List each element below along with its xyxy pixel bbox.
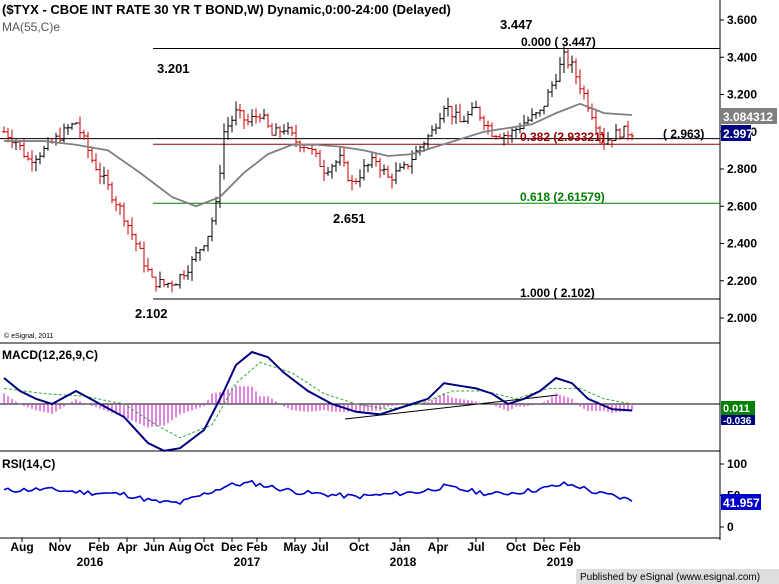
time-axis-month: Feb — [246, 540, 267, 554]
ma-value-box — [721, 108, 777, 124]
high-label: 3.447 — [500, 17, 533, 32]
time-axis-month: Nov — [49, 540, 72, 554]
time-axis-month: Apr — [428, 540, 449, 554]
time-axis-month: Jun — [143, 540, 164, 554]
time-axis-month: Oct — [506, 540, 526, 554]
support-label: ( 2.963) — [663, 127, 704, 141]
time-axis-month: May — [283, 540, 307, 554]
time-axis-year: 2018 — [390, 555, 417, 569]
time-axis-month: Aug — [168, 540, 191, 554]
price-tick-label: 3.600 — [727, 13, 757, 27]
time-axis-month: Apr — [117, 540, 138, 554]
time-axis-month: Jan — [390, 540, 411, 554]
macd-legend: MACD(12,26,9,C) — [2, 348, 98, 362]
chart-title: ($TYX - CBOE INT RATE 30 YR T BOND,W) Dy… — [2, 2, 451, 17]
macd-histogram — [3, 385, 633, 428]
fib-618-label: 0.618 (2.61579) — [520, 190, 605, 204]
current-value-box — [721, 125, 751, 141]
ma-value: 3.084312 — [723, 110, 773, 124]
price-y-axis: 2.0002.2002.4002.6002.8003.0003.2003.400… — [720, 13, 757, 325]
rsi-line — [3, 479, 633, 506]
time-axis-month: Aug — [10, 540, 33, 554]
copyright-text: © eSignal, 2011 — [4, 332, 54, 340]
macd-signal-value: -0.036 — [723, 416, 752, 427]
rsi-value: 41.957 — [723, 496, 760, 510]
time-axis-year: 2017 — [234, 555, 261, 569]
macd-signal-box — [721, 415, 755, 425]
current-value: 2.997 — [723, 127, 753, 141]
fib-100-label: 1.000 ( 2.102) — [520, 286, 595, 300]
time-axis-month: Oct — [194, 540, 214, 554]
rsi-tick-label: 100 — [727, 457, 747, 471]
price-tick-label: 3.200 — [727, 88, 757, 102]
footer-bar — [576, 569, 779, 584]
time-axis-years: 2016 2017 2018 2019 — [77, 555, 574, 569]
fib-382-label: 0.382 (2.93321) — [520, 130, 605, 144]
macd-value: 0.011 — [723, 403, 750, 415]
fib-0-label: 0.000 ( 3.447) — [521, 35, 596, 49]
rsi-legend: RSI(14,C) — [2, 457, 55, 471]
time-axis-year: 2016 — [77, 555, 104, 569]
macd-signal-line — [3, 361, 633, 439]
mid-low-label: 2.651 — [333, 211, 366, 226]
rsi-tick-label: 0 — [727, 520, 734, 534]
time-axis-month: Jul — [467, 540, 484, 554]
time-axis-month: Dec — [221, 540, 243, 554]
time-axis-month: Jul — [311, 540, 328, 554]
price-bars — [2, 44, 634, 293]
footer-credit: Published by eSignal (www.esignal.com) — [580, 572, 760, 583]
time-axis-month: Dec — [533, 540, 555, 554]
time-axis-month: Feb — [559, 540, 580, 554]
time-axis-month: Feb — [88, 540, 109, 554]
time-axis-month: Oct — [349, 540, 369, 554]
price-tick-label: 2.800 — [727, 162, 757, 176]
low-label: 2.102 — [135, 306, 168, 321]
ma-legend: MA(55,C)e — [2, 20, 60, 34]
left-level-label: 3.201 — [157, 61, 190, 76]
macd-line — [3, 350, 633, 452]
time-axis-labels: Aug Nov Feb Apr Jun Aug Oct Dec Feb May Jul Oct Jan A… — [10, 538, 581, 554]
time-axis-year: 2019 — [547, 555, 574, 569]
macd-value-box — [721, 401, 755, 415]
price-tick-label: 2.200 — [727, 274, 757, 288]
rsi-value-box — [721, 494, 761, 510]
moving-average-line — [4, 102, 633, 208]
price-tick-label: 3.400 — [727, 50, 757, 64]
price-tick-label: 2.600 — [727, 199, 757, 213]
price-tick-label: 2.000 — [727, 311, 757, 325]
price-tick-label: 2.400 — [727, 237, 757, 251]
